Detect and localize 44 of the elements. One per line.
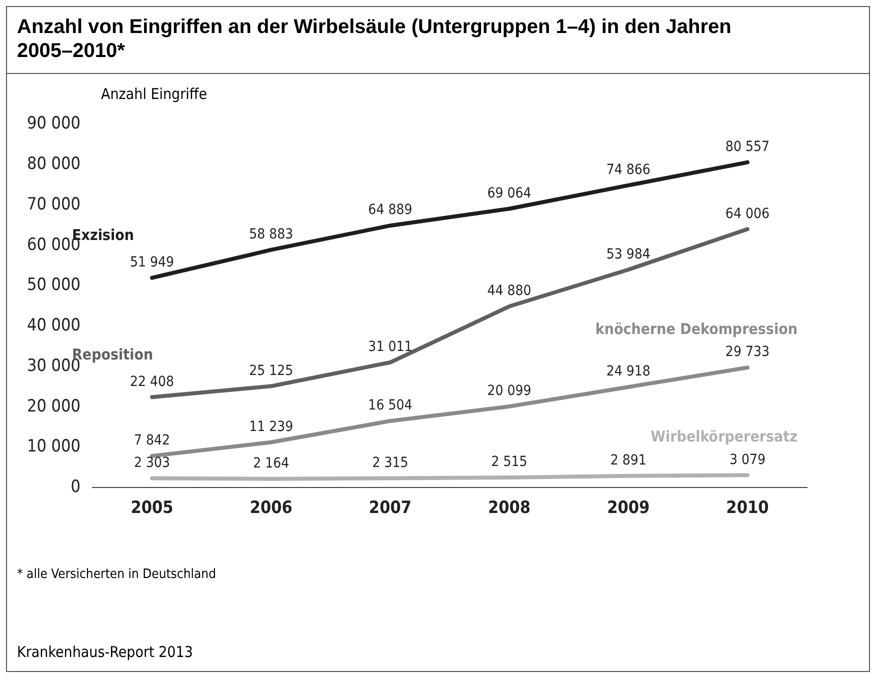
data-label: 3 079 xyxy=(729,452,766,468)
text: Krankenhaus-Report 2013 xyxy=(17,643,193,661)
y-tick-label: 0 xyxy=(70,477,80,498)
x-tick-label: 2009 xyxy=(607,498,650,518)
data-label: 2 891 xyxy=(610,452,646,469)
y-tick-label: 80 000 xyxy=(27,154,80,174)
data-label: 16 504 xyxy=(368,398,412,414)
x-tick-label: 2006 xyxy=(250,498,292,518)
data-label: 58 883 xyxy=(249,226,294,242)
text: Wirbelkörperersatz xyxy=(650,428,798,446)
y-tick-label: 50 000 xyxy=(27,275,80,296)
data-label: 2 164 xyxy=(253,456,290,472)
data-label: 31 011 xyxy=(368,339,412,356)
data-label: 24 918 xyxy=(606,364,650,380)
data-label: 25 125 xyxy=(249,362,294,379)
data-label: 7 842 xyxy=(134,432,170,449)
data-label: 2 515 xyxy=(491,454,528,470)
y-tick-label: 20 000 xyxy=(27,396,80,416)
data-label: 51 949 xyxy=(130,254,174,270)
data-label: 64 889 xyxy=(368,202,412,218)
data-label: 64 006 xyxy=(725,206,770,222)
x-tick-label: 2008 xyxy=(488,498,531,518)
x-tick-label: 2007 xyxy=(368,498,412,518)
data-label: 2 303 xyxy=(134,454,170,471)
data-label: 20 099 xyxy=(487,383,532,400)
y-tick-label: 10 000 xyxy=(27,436,80,457)
x-tick-label: 2010 xyxy=(726,498,769,518)
text: * alle Versicherten in Deutschland xyxy=(17,567,216,582)
data-label: 80 557 xyxy=(725,138,770,155)
text: knöcherne Dekompression xyxy=(595,320,798,338)
y-tick-label: 90 000 xyxy=(27,114,80,134)
data-label: 11 239 xyxy=(249,418,294,435)
data-label: 29 733 xyxy=(725,344,770,360)
data-label: 74 866 xyxy=(606,162,650,178)
y-tick-label: 40 000 xyxy=(27,316,80,336)
y-tick-label: 70 000 xyxy=(27,194,80,214)
y-axis-title: Anzahl Eingriffe xyxy=(101,85,208,103)
data-label: 22 408 xyxy=(130,374,174,390)
chart-title: Anzahl von Eingriffen an der Wirbelsäule (Untergruppen 1–4) in den Jahren 2005–2010* xyxy=(7,7,869,74)
data-label: 2 315 xyxy=(372,454,408,471)
data-label: 53 984 xyxy=(606,246,650,262)
x-tick-label: 2005 xyxy=(130,498,174,518)
data-label: 44 880 xyxy=(487,283,532,300)
data-label: 69 064 xyxy=(487,185,532,202)
